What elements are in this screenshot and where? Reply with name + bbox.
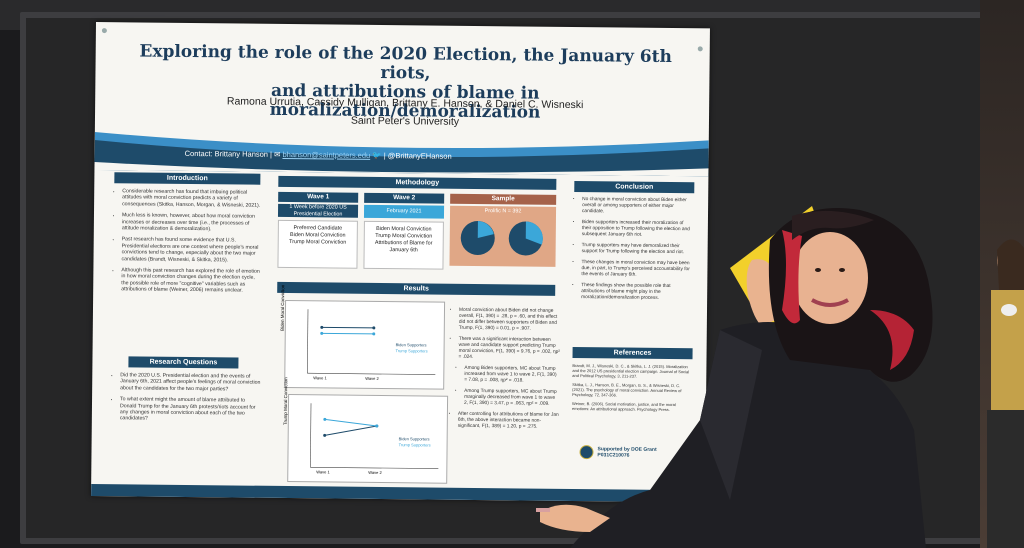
header-swoosh	[94, 131, 709, 177]
research-questions-heading: Research Questions	[128, 356, 239, 369]
biden-moral-conviction-plot: Biden Moral Conviction Wave 1 Wave 2 Bid…	[280, 285, 446, 390]
plot-y-label: Biden Moral Conviction	[279, 284, 286, 331]
methodology-heading: Methodology	[278, 175, 557, 190]
research-poster: Exploring the role of the 2020 Election,…	[91, 22, 710, 503]
introduction-heading: Introduction	[114, 172, 261, 185]
measure-item: Attributions of Blame for January 6th	[374, 239, 433, 254]
wave1-heading: Wave 1	[278, 191, 359, 203]
plot-y-label: Trump Moral Conviction	[282, 377, 289, 426]
plot-x-label: Wave 1	[316, 469, 330, 475]
wave2-date: February 2021	[363, 204, 445, 219]
legend-biden: Biden Supporters	[398, 436, 430, 442]
intro-bullet: Considerable research has found that imb…	[122, 188, 264, 209]
contact-prefix: Contact: Brittany Hanson |	[184, 148, 273, 159]
plot-x-label: Wave 2	[365, 375, 379, 381]
mail-icon: ✉	[274, 149, 281, 159]
poster-title: Exploring the role of the 2020 Election,…	[135, 41, 676, 124]
sample-pie-charts	[460, 221, 543, 256]
contact-email: bhanson@saintpeters.edu	[282, 149, 371, 160]
push-pin	[101, 28, 107, 34]
presenter-person	[536, 206, 933, 548]
title-line: Exploring the role of the 2020 Election,…	[139, 41, 673, 84]
trump-moral-conviction-plot: Trump Moral Conviction Wave 1 Wave 2 Bid…	[283, 377, 449, 484]
background-person	[987, 239, 1024, 548]
measure-item: Trump Moral Conviction	[289, 239, 347, 246]
intro-bullet: Although this past research has explored…	[121, 267, 263, 294]
legend-trump: Trump Supporters	[398, 442, 431, 448]
wave1-measures: Preferred Candidate Biden Moral Convicti…	[277, 219, 358, 269]
push-pin	[697, 46, 703, 52]
twitter-icon: 🐦	[372, 150, 382, 160]
intro-bullet: Much less is known, however, about how m…	[122, 213, 264, 234]
rq-bullet: To what extent might the amount of blame…	[120, 396, 262, 423]
plot-x-label: Wave 2	[368, 469, 382, 476]
sample-panel: Prolific N = 392	[449, 205, 557, 267]
conclusion-heading: Conclusion	[574, 181, 695, 194]
wave1-date: 1 Week before 2020 US Presidential Elect…	[277, 203, 359, 218]
results-heading: Results	[277, 281, 556, 296]
wave2-heading: Wave 2	[364, 192, 445, 204]
intro-bullet: Past research has found some evidence th…	[121, 237, 263, 264]
legend-trump: Trump Supporters	[395, 348, 428, 354]
introduction-text: Considerable research has found that imb…	[113, 188, 264, 299]
rq-bullet: Did the 2020 U.S. Presidential election …	[120, 372, 262, 393]
plot-x-label: Wave 1	[313, 375, 327, 381]
contact-handle: | @BrittanyEHanson	[383, 151, 452, 161]
wave2-measures: Biden Moral Conviction Trump Moral Convi…	[363, 220, 444, 270]
research-questions-text: Did the 2020 U.S. Presidential election …	[112, 372, 263, 428]
legend-biden: Biden Supporters	[395, 342, 427, 348]
